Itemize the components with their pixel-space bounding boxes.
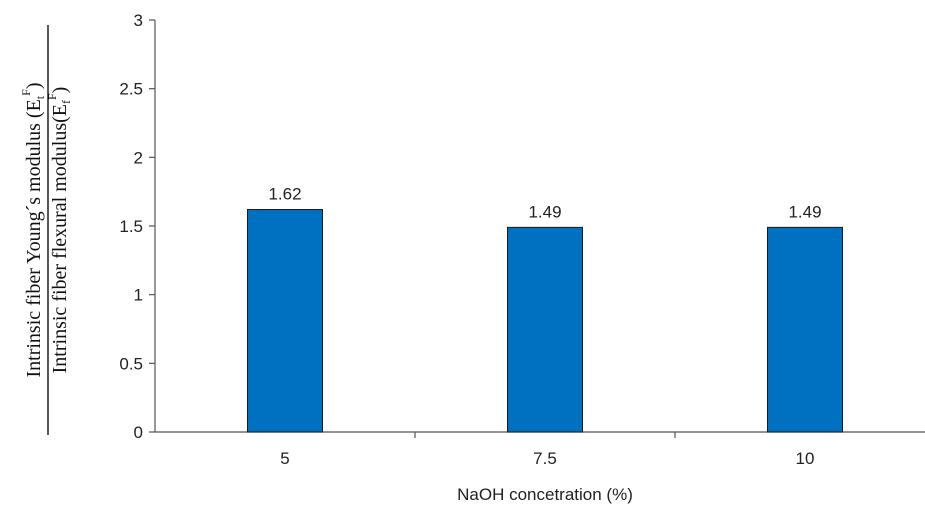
y-tick-label: 0 bbox=[134, 423, 143, 442]
x-tick-label: 5 bbox=[280, 449, 289, 468]
y-axis-label-numerator: Intrinsic fiber Young´s modulus (EtF) bbox=[19, 82, 47, 377]
y-tick-label: 2.5 bbox=[119, 80, 143, 99]
bar-5 bbox=[247, 209, 323, 433]
data-label: 1.62 bbox=[268, 185, 301, 204]
x-tick-label: 10 bbox=[796, 449, 815, 468]
data-label: 1.49 bbox=[788, 202, 821, 221]
y-tick-label: 3 bbox=[134, 11, 143, 30]
bar-7-5 bbox=[507, 226, 583, 433]
bars bbox=[247, 209, 843, 433]
data-labels: 1.62 1.49 1.49 bbox=[268, 185, 821, 222]
y-tick-label: 2 bbox=[134, 148, 143, 167]
x-axis-label: NaOH concetration (%) bbox=[457, 485, 633, 504]
y-tick-label: 0.5 bbox=[119, 354, 143, 373]
bar-10 bbox=[767, 226, 843, 433]
y-tick-label: 1 bbox=[134, 286, 143, 305]
y-axis-label: Intrinsic fiber Young´s modulus (EtF) In… bbox=[19, 25, 73, 435]
y-axis-label-denominator: Intrinsic fiber flexural modulus(EfF) bbox=[45, 87, 73, 374]
x-tick-label: 7.5 bbox=[533, 449, 557, 468]
data-label: 1.49 bbox=[528, 202, 561, 221]
y-tick-label: 1.5 bbox=[119, 217, 143, 236]
